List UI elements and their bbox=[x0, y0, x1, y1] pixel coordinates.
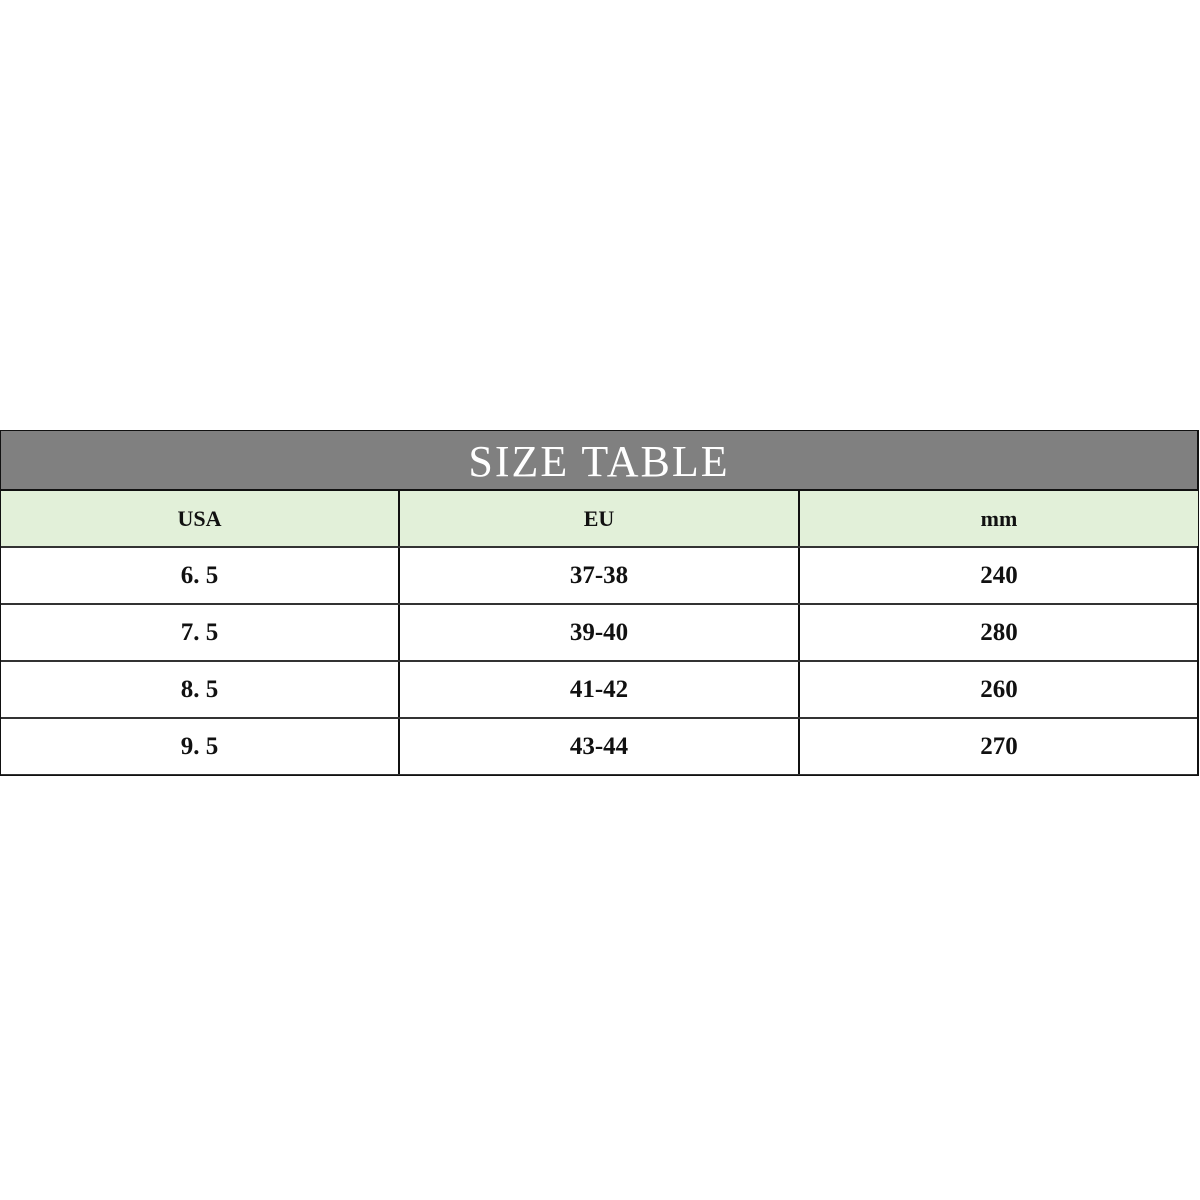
cell-mm: 270 bbox=[980, 732, 1018, 760]
header-mm: mm bbox=[800, 491, 1198, 546]
table-row: 8. 5 41-42 260 bbox=[1, 662, 1197, 719]
cell-mm: 240 bbox=[980, 561, 1018, 589]
header-eu: EU bbox=[400, 491, 800, 546]
header-usa: USA bbox=[1, 491, 400, 546]
cell-usa: 9. 5 bbox=[1, 719, 400, 774]
table-row: 7. 5 39-40 280 bbox=[1, 605, 1197, 662]
header-row: USA EU mm bbox=[1, 491, 1198, 548]
table-row: 9. 5 43-44 270 bbox=[1, 719, 1197, 775]
cell-usa: 6. 5 bbox=[1, 548, 400, 603]
cell-eu: 39-40 bbox=[400, 605, 800, 660]
cell-usa: 8. 5 bbox=[1, 662, 400, 717]
table-row: 6. 5 37-38 240 bbox=[1, 548, 1197, 605]
cell-eu: 41-42 bbox=[400, 662, 800, 717]
cell-usa: 7. 5 bbox=[1, 605, 400, 660]
size-table: SIZE TABLE USA EU mm 6. 5 37-38 240 7. 5 39-… bbox=[0, 430, 1199, 776]
table-title: SIZE TABLE bbox=[1, 431, 1197, 491]
cell-mm: 280 bbox=[980, 618, 1018, 646]
cell-mm: 260 bbox=[980, 675, 1018, 703]
cell-eu: 43-44 bbox=[400, 719, 800, 774]
cell-eu: 37-38 bbox=[400, 548, 800, 603]
